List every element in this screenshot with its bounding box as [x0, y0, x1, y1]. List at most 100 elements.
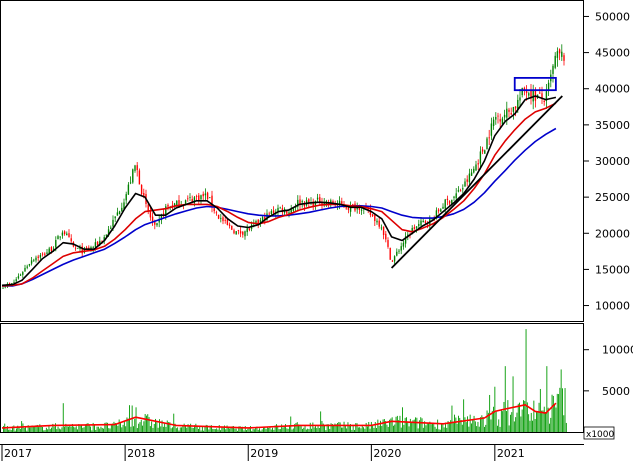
volume-bar [60, 429, 62, 432]
volume-bar [269, 427, 271, 432]
volume-bar [560, 369, 562, 432]
volume-bar [160, 426, 162, 432]
volume-bar [55, 423, 56, 432]
candle [486, 136, 488, 150]
volume-bar [260, 430, 262, 432]
volume-bar [363, 427, 364, 432]
volume-bar [339, 422, 341, 432]
volume-bar [303, 427, 305, 432]
volume-bar [502, 411, 504, 432]
volume-ma-line [1, 402, 557, 429]
candle [202, 191, 204, 202]
volume-bar [52, 423, 54, 432]
volume-bar [151, 421, 153, 432]
candle [213, 207, 215, 214]
candle [66, 231, 68, 236]
volume-bar [328, 424, 329, 432]
volume-bar [507, 400, 509, 432]
volume-bar [143, 421, 145, 432]
volume-bar [526, 402, 528, 432]
volume-bar [22, 423, 24, 432]
candle [490, 117, 493, 141]
volume-bar [438, 429, 440, 432]
volume-bar [372, 425, 374, 432]
candle [457, 186, 460, 193]
volume-bar [272, 427, 273, 432]
volume-bar [209, 425, 211, 432]
volume-bar [503, 401, 505, 432]
volume-bar [482, 417, 484, 432]
volume-bar [25, 426, 26, 432]
candle [68, 229, 70, 238]
volume-bar [266, 426, 268, 432]
volume-bar [342, 427, 344, 432]
volume-bar [14, 430, 16, 432]
volume-bar [238, 426, 240, 432]
price-tick-label: 25000 [595, 191, 630, 204]
price-tick-label: 40000 [595, 83, 630, 96]
candle [209, 197, 211, 199]
candle [228, 222, 231, 229]
x-tick-label: 2021 [497, 447, 525, 460]
volume-bar [274, 425, 276, 432]
volume-bar [311, 428, 312, 432]
volume-bar [203, 430, 205, 432]
price-tick-label: 50000 [595, 10, 630, 23]
volume-bar [417, 428, 419, 432]
volume-bar [196, 426, 198, 432]
volume-bar [451, 405, 453, 432]
volume-bar [44, 430, 46, 432]
volume-bar [291, 429, 293, 432]
candle [242, 230, 244, 238]
volume-bar [500, 409, 502, 432]
volume-bar [73, 426, 75, 432]
volume-bar [420, 417, 422, 432]
volume-bar [489, 394, 491, 432]
candle [162, 209, 165, 219]
volume-bar [5, 428, 7, 432]
candle [222, 215, 224, 225]
price-y-axis: 10000 15000 20000 25000 30000 35000 40000 45000… [584, 10, 630, 313]
volume-bar [559, 387, 561, 432]
volume-bar [45, 427, 47, 432]
volume-bar [279, 429, 281, 432]
volume-bar [117, 425, 119, 432]
volume-bar [83, 427, 85, 432]
volume-bar [281, 424, 283, 432]
candle [563, 52, 565, 66]
volume-bar [337, 422, 338, 432]
x-tick-label: 2020 [373, 447, 401, 460]
volume-bar [71, 423, 73, 432]
volume-bar [251, 430, 253, 432]
volume-bar [8, 429, 10, 432]
candle [442, 203, 444, 209]
volume-bar [92, 422, 94, 432]
volume-bar [153, 424, 155, 432]
candle [121, 202, 123, 212]
candle [294, 203, 297, 212]
volume-bar [378, 425, 380, 432]
volume-bar [257, 429, 259, 432]
candle [413, 224, 416, 230]
candle [488, 129, 490, 146]
volume-bar [464, 417, 466, 432]
volume-bar [139, 422, 141, 432]
candle [459, 188, 462, 192]
candle [475, 160, 477, 172]
candle [35, 255, 37, 263]
volume-bar [201, 426, 203, 432]
volume-bar [516, 412, 518, 432]
volume-bar [428, 423, 429, 432]
volume-bar [476, 426, 478, 432]
candle [561, 44, 563, 61]
candle [508, 107, 510, 118]
candle [167, 203, 169, 211]
candle [440, 208, 442, 212]
volume-bar [166, 420, 168, 432]
volume-bar [81, 425, 82, 432]
volume-bar [126, 417, 128, 432]
candle [360, 207, 363, 215]
candle [235, 230, 237, 235]
volume-bar [415, 417, 416, 432]
candle [46, 248, 48, 255]
